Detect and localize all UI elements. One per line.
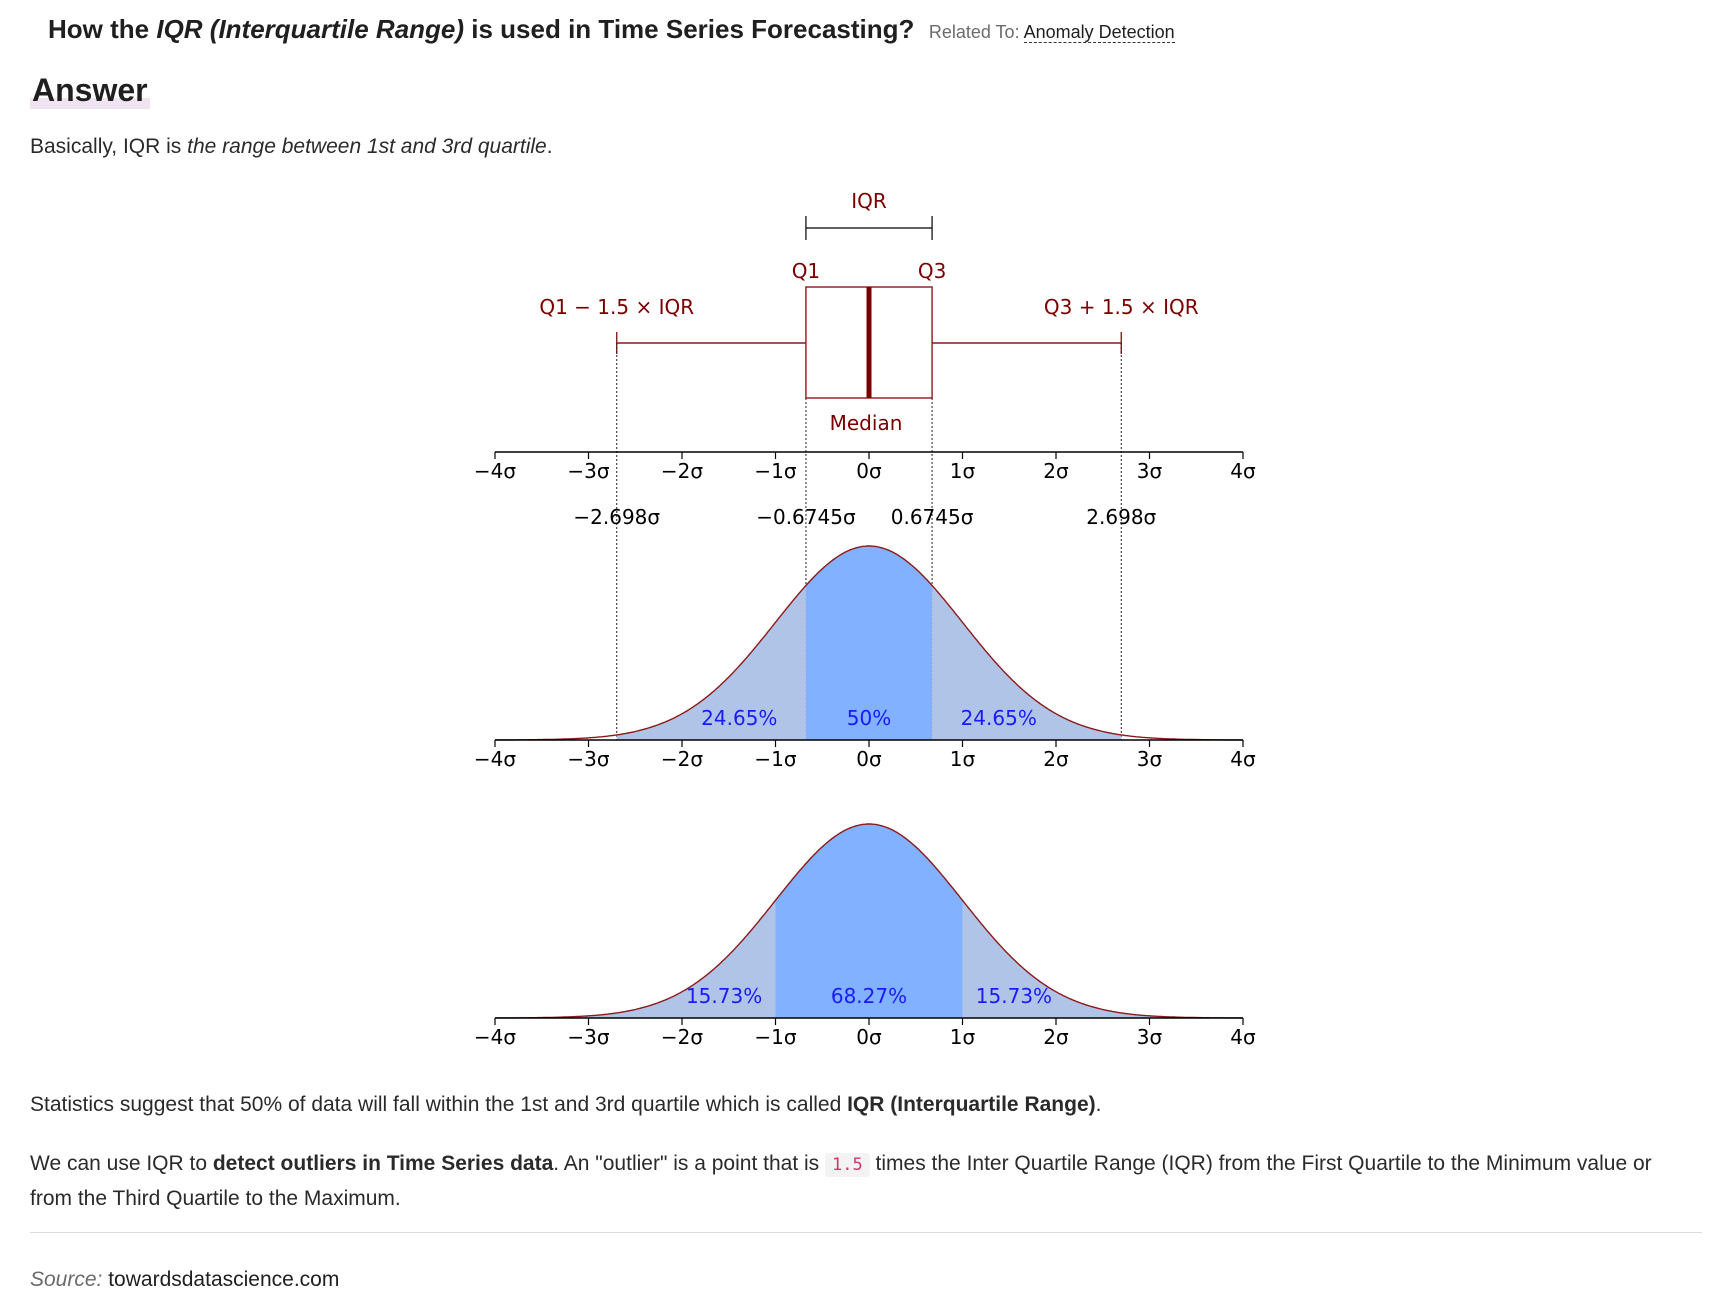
- top-axis-tick-label: 4σ: [1230, 459, 1256, 483]
- middle-axis-tick-label: 0σ: [856, 747, 882, 771]
- dist1-center-region: [805, 546, 933, 740]
- bottom-axis-tick-label: 1σ: [950, 1025, 976, 1049]
- bottom-axis-tick-label: 4σ: [1230, 1025, 1256, 1049]
- related-to: Related To: Anomaly Detection: [928, 22, 1175, 43]
- dist1-percent-label: 24.65%: [701, 706, 777, 730]
- dist2-left-region: [495, 900, 776, 1018]
- answer-heading: Answer: [30, 72, 150, 109]
- quantile-value-label: 0.6745σ: [891, 505, 974, 529]
- bottom-axis-tick-label: −2σ: [661, 1025, 703, 1049]
- middle-axis-tick-label: −1σ: [754, 747, 796, 771]
- dist2-percent-label: 15.73%: [976, 984, 1052, 1008]
- iqr-label: IQR: [851, 190, 887, 213]
- outlier-paragraph: We can use IQR to detect outliers in Tim…: [30, 1152, 1652, 1210]
- middle-axis-tick-label: 1σ: [950, 747, 976, 771]
- bottom-axis-tick-label: 2σ: [1043, 1025, 1069, 1049]
- related-topic-link[interactable]: Anomaly Detection: [1023, 22, 1175, 43]
- top-axis-tick-label: 1σ: [950, 459, 976, 483]
- bottom-axis-tick-label: −1σ: [754, 1025, 796, 1049]
- dist1-percent-label: 50%: [847, 706, 891, 730]
- intro-paragraph: Basically, IQR is the range between 1st …: [30, 135, 553, 158]
- dist1-percent-label: 24.65%: [961, 706, 1037, 730]
- top-axis-tick-label: 2σ: [1043, 459, 1069, 483]
- q3-label: Q3: [918, 259, 946, 283]
- dist1-right-region: [932, 585, 1122, 740]
- top-axis-tick-label: −1σ: [754, 459, 796, 483]
- middle-axis-tick-label: −4σ: [474, 747, 516, 771]
- middle-axis-tick-label: 2σ: [1043, 747, 1069, 771]
- question-title: How the IQR (Interquartile Range) is use…: [48, 14, 1175, 45]
- dist1-curve: [495, 545, 1243, 741]
- multiplier-code: 1.5: [824, 1153, 870, 1177]
- stats-paragraph: Statistics suggest that 50% of data will…: [30, 1093, 1102, 1116]
- bottom-axis-tick-label: 0σ: [856, 1025, 882, 1049]
- middle-axis-tick-label: −3σ: [567, 747, 609, 771]
- dist1-left-region: [616, 585, 806, 740]
- middle-axis-tick-label: 4σ: [1230, 747, 1256, 771]
- top-axis-tick-label: −4σ: [474, 459, 516, 483]
- quantile-value-label: 2.698σ: [1086, 505, 1156, 529]
- source-value: towardsdatascience.com: [108, 1268, 340, 1291]
- bottom-axis-tick-label: −3σ: [567, 1025, 609, 1049]
- dist2-center-region: [775, 824, 963, 1018]
- top-axis-tick-label: 3σ: [1137, 459, 1163, 483]
- top-axis-tick-label: 0σ: [856, 459, 882, 483]
- bottom-axis-tick-label: −4σ: [474, 1025, 516, 1049]
- divider: [30, 1232, 1702, 1233]
- dist2-curve: [495, 823, 1243, 1019]
- dist2-right-region: [962, 900, 1243, 1018]
- iqr-diagram: IQR Q1 Q3 Q1 − 1.5 × IQR Q3 + 1.5 × IQR Media…: [474, 190, 1256, 1049]
- quantile-value-label: −2.698σ: [573, 505, 660, 529]
- quantile-value-label: −0.6745σ: [756, 505, 856, 529]
- top-axis-tick-label: −2σ: [661, 459, 703, 483]
- source-line: Source: towardsdatascience.com: [30, 1268, 340, 1291]
- middle-axis-tick-label: 3σ: [1137, 747, 1163, 771]
- dist2-percent-label: 15.73%: [686, 984, 762, 1008]
- upper-fence-label: Q3 + 1.5 × IQR: [1044, 295, 1199, 319]
- middle-axis-tick-label: −2σ: [661, 747, 703, 771]
- bottom-axis-tick-label: 3σ: [1137, 1025, 1163, 1049]
- dist2-percent-label: 68.27%: [831, 984, 907, 1008]
- question-text: How the IQR (Interquartile Range) is use…: [48, 14, 915, 44]
- top-axis-tick-label: −3σ: [567, 459, 609, 483]
- q1-label: Q1: [792, 259, 820, 283]
- lower-fence-label: Q1 − 1.5 × IQR: [539, 295, 694, 319]
- median-label: Median: [830, 411, 903, 435]
